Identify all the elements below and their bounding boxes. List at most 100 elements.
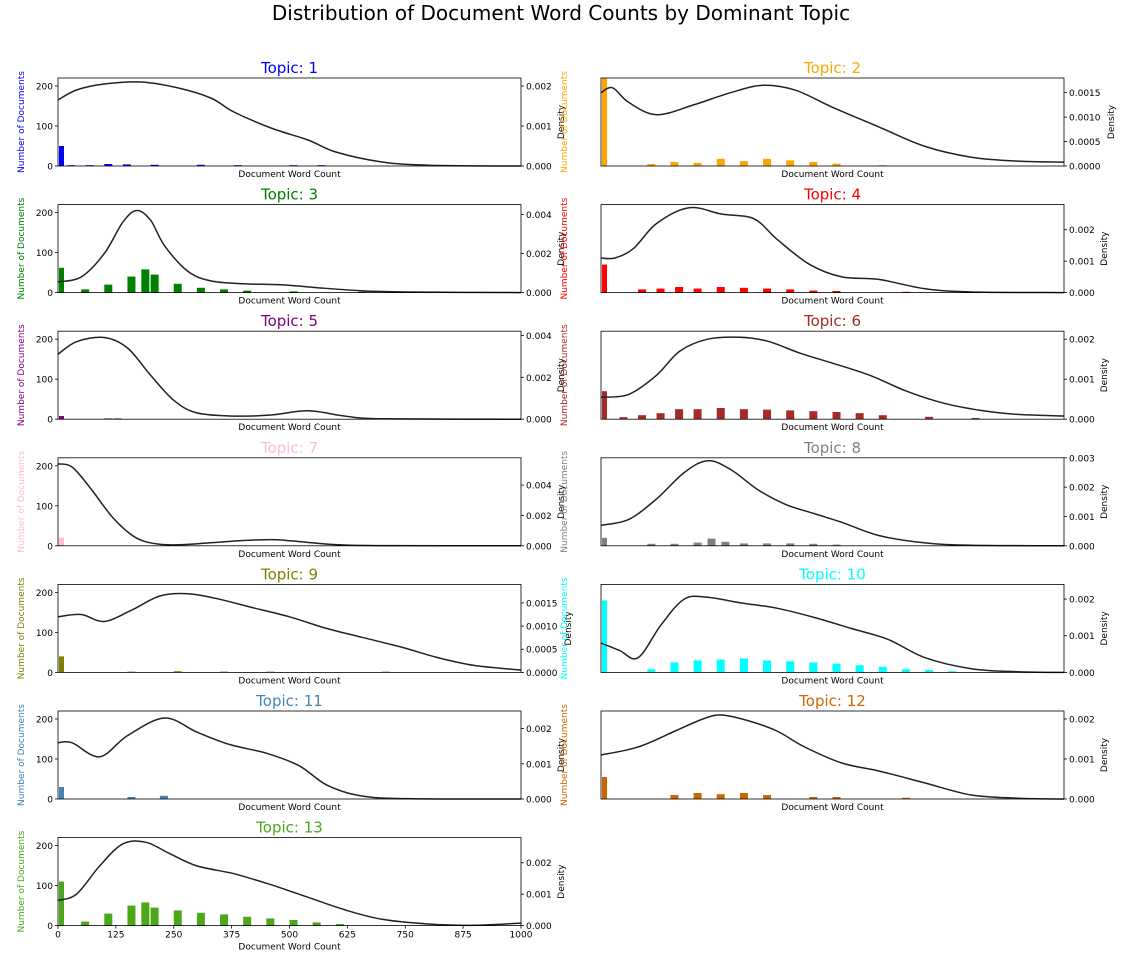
y2-tick-label: 0.001: [1069, 756, 1095, 766]
y2-tick-label: 0.001: [1069, 632, 1095, 642]
x-axis-label: Document Word Count: [238, 803, 341, 813]
y2-tick-label: 0.002: [1069, 336, 1095, 346]
y2-tick-label: 0.001: [526, 123, 552, 133]
histogram-bar: [716, 659, 725, 673]
y2-axis-label: Density: [1100, 611, 1110, 646]
panel-title: Topic: 5: [260, 312, 318, 330]
panel-title: Topic: 13: [255, 819, 323, 837]
histogram-bar: [901, 291, 910, 293]
y-axis-label: Number of Documents: [560, 451, 570, 553]
density-curve: [57, 336, 522, 420]
y-axis-label: Number of Documents: [17, 577, 27, 679]
y-tick-label: 100: [36, 882, 53, 892]
histogram-bar: [127, 797, 136, 799]
histogram-bar: [832, 544, 841, 546]
x-tick-label: 875: [455, 931, 472, 941]
y2-tick-label: 0.0010: [526, 623, 558, 633]
histogram-bar: [675, 409, 684, 420]
histogram-bar: [150, 907, 159, 926]
panel-title: Topic: 12: [798, 692, 866, 710]
y2-tick-label: 0.0000: [1069, 163, 1101, 173]
density-curve: [57, 717, 522, 800]
y2-tick-label: 0.002: [1069, 716, 1095, 726]
y2-axis-label: Density: [557, 864, 567, 899]
y2-tick-label: 0.000: [526, 289, 552, 299]
y2-tick-label: 0.000: [1069, 289, 1095, 299]
histogram-bar: [81, 921, 90, 926]
histogram-bar: [59, 787, 64, 799]
x-axis-label: Document Word Count: [781, 676, 884, 686]
y2-tick-label: 0.004: [526, 482, 552, 492]
histogram-bar: [289, 920, 298, 926]
y-axis-label: Number of Documents: [17, 71, 27, 173]
histogram-bar: [832, 412, 841, 420]
y2-axis-label: Density: [557, 104, 567, 139]
axes-frame: [600, 710, 1065, 800]
histogram-bar: [925, 670, 934, 673]
y-tick-label: 200: [36, 209, 53, 219]
histogram-bar: [358, 291, 367, 293]
y2-axis-label: Density: [1100, 484, 1110, 519]
y2-tick-label: 0.002: [526, 374, 552, 384]
histogram-bar: [675, 287, 684, 293]
axes-frame: [57, 77, 522, 167]
y2-tick-label: 0.000: [526, 922, 552, 932]
histogram-bar: [693, 542, 702, 546]
histogram-bar: [638, 415, 647, 420]
y2-axis-label: Density: [557, 737, 567, 772]
panel-title: Topic: 6: [803, 312, 861, 330]
histogram-bar: [220, 671, 229, 673]
x-tick-label: 125: [107, 931, 124, 941]
y-tick-label: 100: [36, 502, 53, 512]
histogram-bar: [878, 415, 887, 420]
y2-tick-label: 0.000: [526, 796, 552, 806]
histogram-bar: [971, 418, 980, 420]
histogram-bar: [948, 671, 957, 673]
histogram-bar: [59, 267, 64, 293]
y-tick-label: 0: [47, 922, 53, 932]
y-tick-label: 100: [36, 123, 53, 133]
histogram-bar: [716, 287, 725, 293]
axes-frame: [57, 584, 522, 673]
x-axis-label: Document Word Count: [781, 170, 884, 180]
y2-axis-label: Density: [1100, 357, 1110, 392]
histogram-bar: [382, 671, 391, 673]
panel-title: Topic: 1: [260, 59, 318, 77]
histogram-bar: [647, 164, 656, 166]
histogram-bar: [122, 164, 131, 166]
axes-frame: [57, 204, 522, 294]
y-axis-label: Number of Documents: [560, 324, 570, 426]
axes-frame: [600, 584, 1065, 673]
density-curve: [600, 206, 1065, 294]
y2-tick-label: 0.002: [526, 83, 552, 93]
density-curve: [57, 592, 522, 671]
y-tick-label: 200: [36, 589, 53, 599]
y2-tick-label: 0.0015: [1069, 89, 1101, 99]
y2-tick-label: 0.002: [526, 725, 552, 735]
histogram-bar: [173, 283, 182, 293]
y-axis-label: Number of Documents: [17, 324, 27, 426]
panel-title: Topic: 7: [260, 439, 318, 457]
y2-tick-label: 0.000: [1069, 416, 1095, 426]
y2-axis-label: Density: [1107, 104, 1117, 139]
y2-tick-label: 0.001: [526, 760, 552, 770]
density-curve: [600, 595, 1065, 674]
y2-tick-label: 0.000: [1069, 669, 1095, 679]
y-axis-label: Number of Documents: [17, 451, 27, 553]
histogram-bar: [763, 660, 772, 673]
density-curve: [57, 81, 522, 167]
histogram-bar: [243, 290, 252, 293]
histogram-bar: [602, 537, 607, 546]
figure-title: Distribution of Document Word Counts by …: [271, 1, 851, 25]
histogram-bar: [809, 162, 818, 166]
y2-tick-label: 0.002: [1069, 596, 1095, 606]
histogram-bar: [196, 912, 205, 926]
y-tick-label: 200: [36, 336, 53, 346]
histogram-bar: [243, 916, 252, 926]
axes-frame: [57, 330, 522, 420]
panel-title: Topic: 9: [260, 565, 318, 583]
histogram-bar: [925, 416, 934, 420]
axes-frame: [600, 204, 1065, 294]
histogram-bar: [127, 671, 136, 673]
